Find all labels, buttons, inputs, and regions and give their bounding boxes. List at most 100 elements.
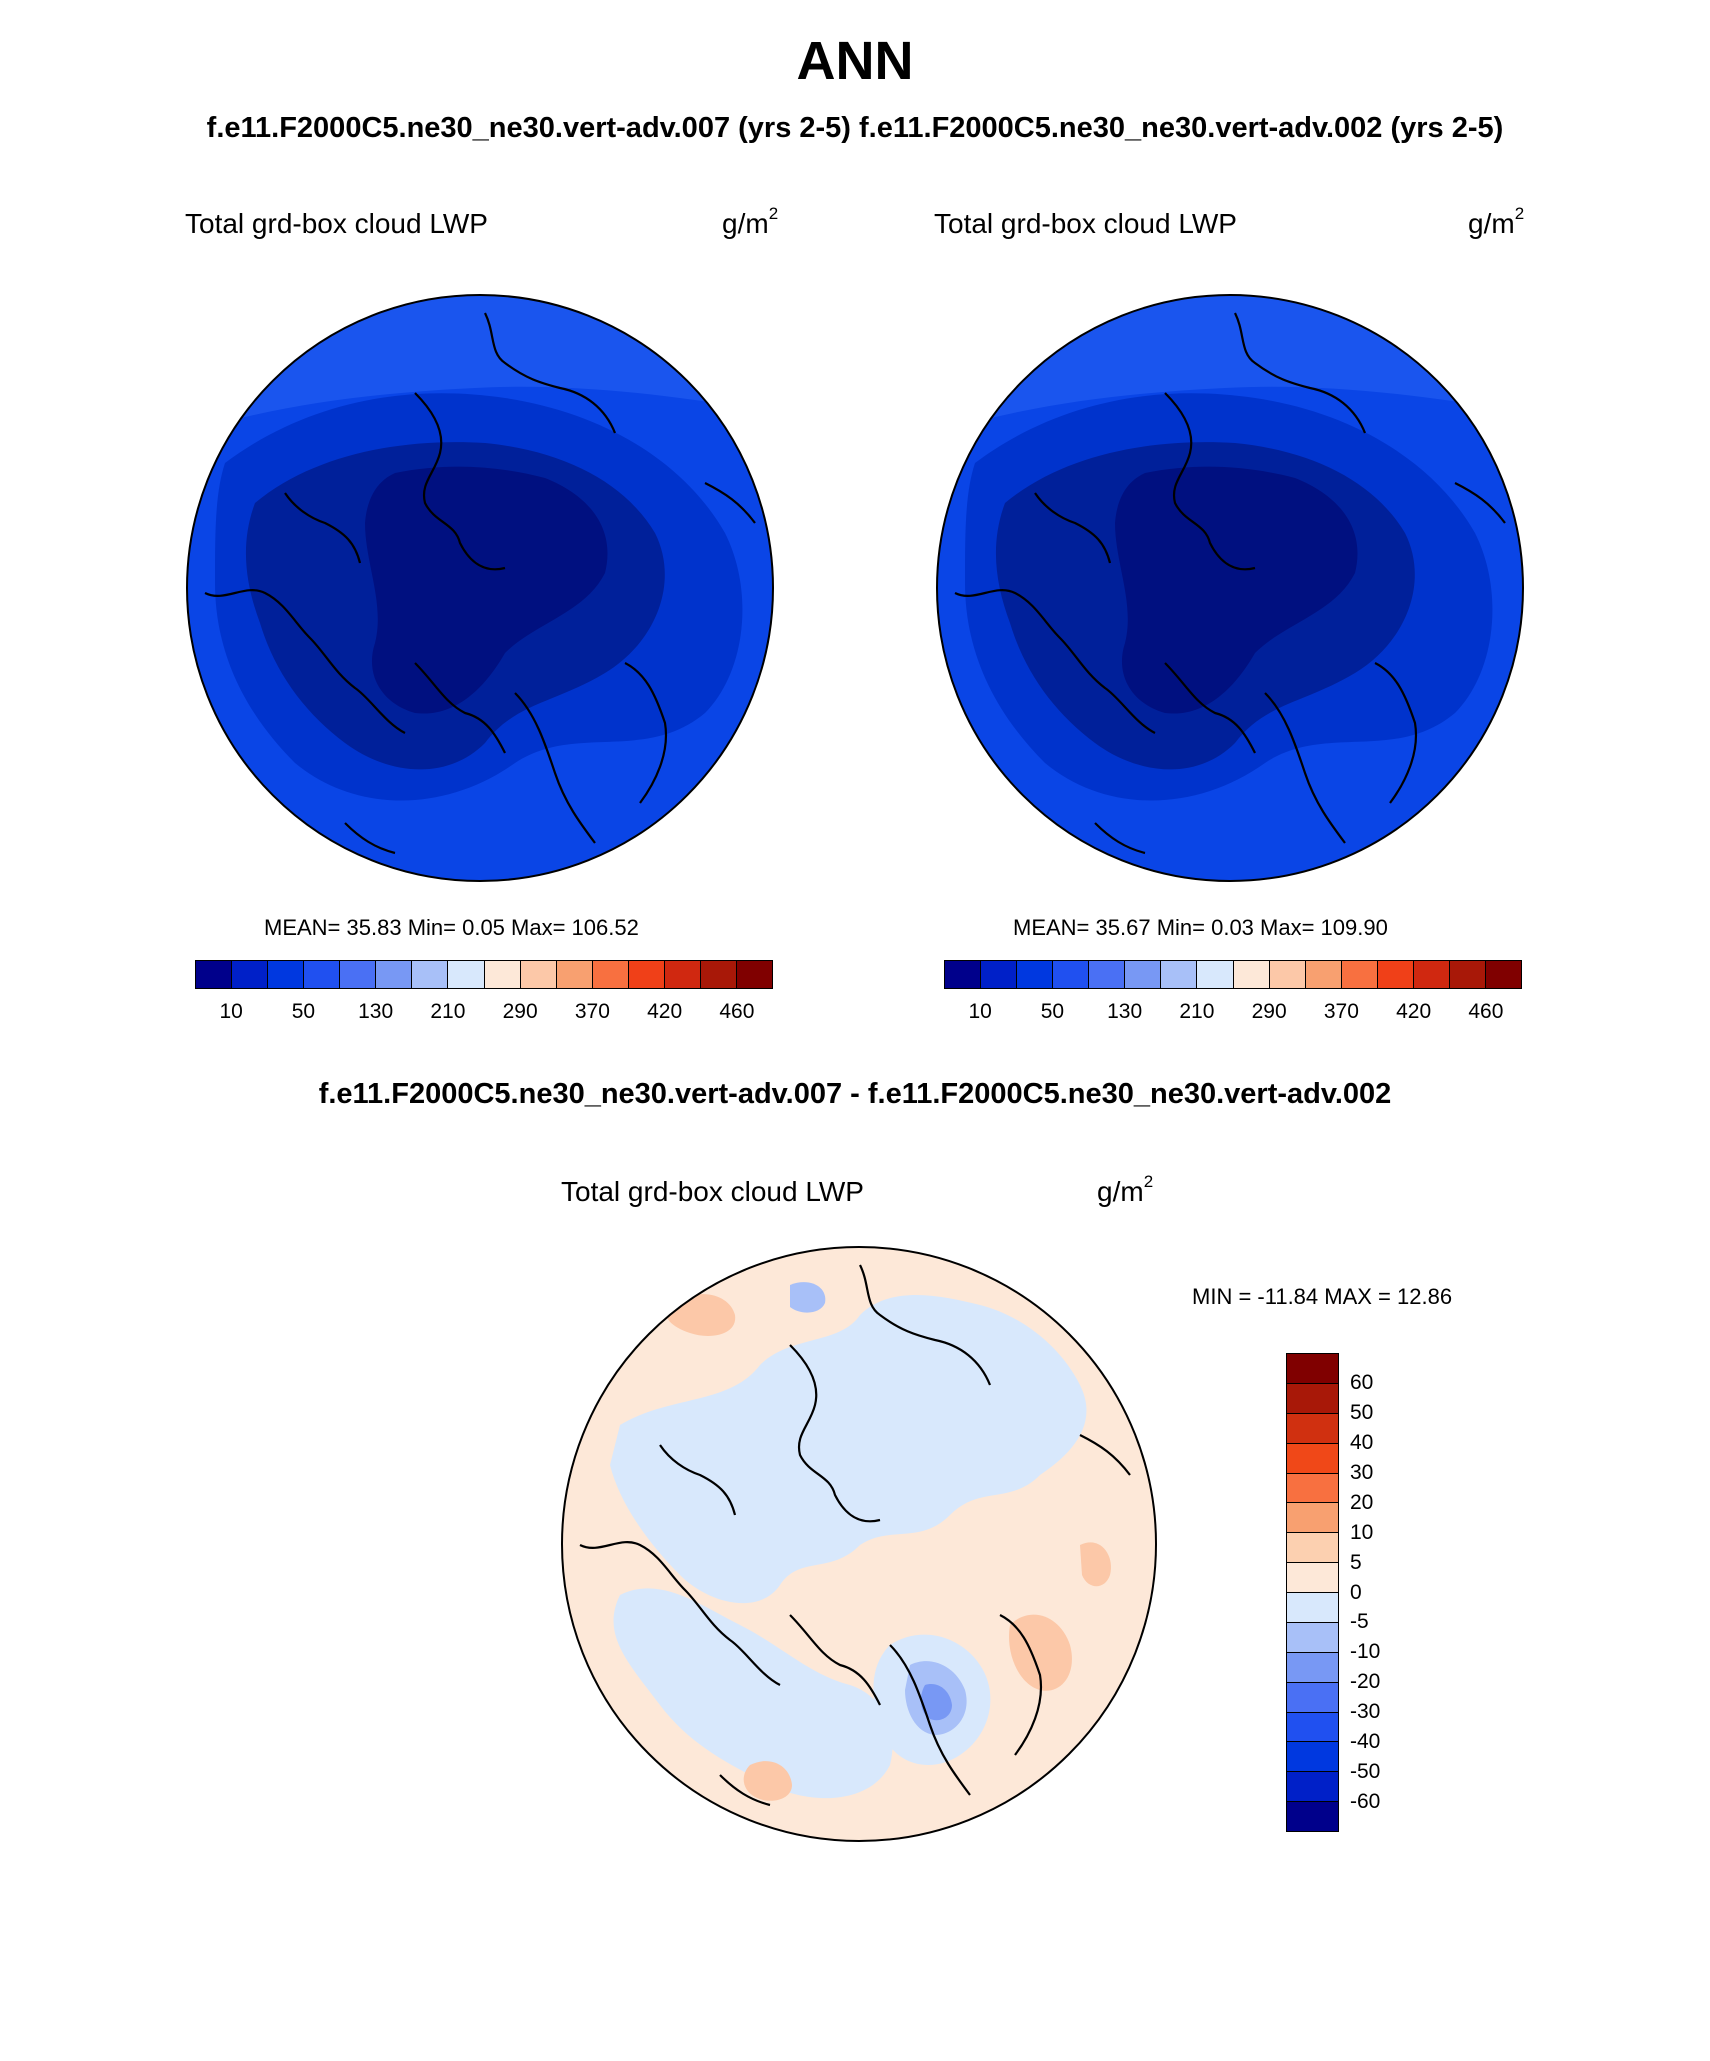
diff-colorbar-swatch xyxy=(1287,1563,1338,1593)
panel2-colorbar xyxy=(944,960,1522,989)
panel2-tick-label: 420 xyxy=(1396,1000,1432,1023)
diff-tick-label: 20 xyxy=(1350,1490,1374,1514)
diff-colorbar-ticks: 60 50 40 30 20 10 5 0 -5 -10 -20 -30 -40 -50 -60 xyxy=(1350,1353,1410,1832)
panel1-colorbar-swatch xyxy=(412,961,449,988)
panel1-colorbar-swatch xyxy=(736,961,772,988)
panel1-colorbar-swatch xyxy=(196,961,233,988)
panel2-tick-label: 370 xyxy=(1323,1000,1359,1023)
panel1-units: g/m2 xyxy=(722,204,779,239)
panel2-variable-label: Total grd-box cloud LWP xyxy=(934,208,1237,239)
diff-tick-label: -40 xyxy=(1350,1730,1381,1754)
difference-polar-map xyxy=(561,1246,1157,1842)
panel2-colorbar-swatch xyxy=(1053,961,1090,988)
panel2-stats: MEAN= 35.67 Min= 0.03 Max= 109.90 xyxy=(1013,915,1388,940)
panel2-tick-label: 460 xyxy=(1468,1000,1504,1023)
diff-stats: MIN = -11.84 MAX = 12.86 xyxy=(1192,1284,1453,1309)
panel2-tick-label: 10 xyxy=(968,1000,992,1023)
diff-colorbar-swatch xyxy=(1287,1712,1338,1743)
panel1-tick-label: 210 xyxy=(430,1000,466,1023)
diff-tick-label: -5 xyxy=(1350,1610,1369,1634)
panel1-tick-label: 50 xyxy=(291,1000,316,1023)
panel2-tick-label: 290 xyxy=(1251,1000,1287,1023)
panel1-tick-label: 420 xyxy=(647,1000,683,1023)
panel1-tick-label: 370 xyxy=(574,1000,610,1023)
panel1-colorbar-swatch xyxy=(484,961,521,988)
diff-tick-label: 5 xyxy=(1350,1550,1362,1574)
diff-tick-label: -10 xyxy=(1350,1640,1381,1664)
diff-colorbar-swatch xyxy=(1287,1383,1338,1414)
panel1-colorbar xyxy=(195,960,773,989)
panel1-colorbar-swatch xyxy=(268,961,305,988)
panel2-colorbar-ticks: 10 50 130 210 290 370 420 460 xyxy=(944,1000,1522,1030)
panel1-colorbar-swatch xyxy=(700,961,737,988)
panel2-colorbar-swatch xyxy=(1233,961,1270,988)
panel1-polar-map xyxy=(186,294,774,882)
panel2-tick-label: 130 xyxy=(1107,1000,1143,1023)
diff-colorbar-swatch xyxy=(1287,1593,1338,1623)
panel2-colorbar-swatch xyxy=(1089,961,1126,988)
panel2-colorbar-swatch xyxy=(981,961,1018,988)
diff-tick-label: 0 xyxy=(1350,1580,1362,1604)
diff-colorbar-swatch xyxy=(1287,1503,1338,1534)
diff-tick-label: 10 xyxy=(1350,1520,1374,1544)
panel2-colorbar-swatch xyxy=(1341,961,1378,988)
panel2-units: g/m2 xyxy=(1468,204,1525,239)
diff-colorbar-swatch xyxy=(1287,1533,1338,1564)
panel2-colorbar-swatch xyxy=(1485,961,1521,988)
panel2-colorbar-swatch xyxy=(1161,961,1198,988)
diff-colorbar-swatch xyxy=(1287,1772,1338,1803)
diff-colorbar-swatch xyxy=(1287,1742,1338,1773)
panel2-colorbar-swatch xyxy=(1017,961,1054,988)
diff-tick-label: -30 xyxy=(1350,1700,1381,1724)
diff-colorbar-swatch xyxy=(1287,1622,1338,1653)
panel2-colorbar-swatch xyxy=(945,961,982,988)
panel1-tick-label: 130 xyxy=(358,1000,394,1023)
difference-title: f.e11.F2000C5.ne30_ne30.vert-adv.007 - f… xyxy=(318,1078,1392,1110)
panel2-colorbar-swatch xyxy=(1449,961,1486,988)
panel1-tick-label: 290 xyxy=(502,1000,538,1023)
diff-colorbar xyxy=(1286,1353,1339,1832)
figure-title: ANN xyxy=(796,31,914,91)
diff-colorbar-swatch xyxy=(1287,1354,1338,1384)
diff-tick-label: -50 xyxy=(1350,1760,1381,1784)
panel1-colorbar-swatch xyxy=(232,961,269,988)
panel1-colorbar-swatch xyxy=(448,961,485,988)
diff-colorbar-swatch xyxy=(1287,1802,1338,1831)
panel1-colorbar-swatch xyxy=(592,961,629,988)
diff-tick-label: 40 xyxy=(1350,1430,1374,1454)
panel2-colorbar-swatch xyxy=(1269,961,1306,988)
diff-colorbar-swatch xyxy=(1287,1443,1338,1474)
diff-colorbar-swatch xyxy=(1287,1413,1338,1444)
panel1-colorbar-swatch xyxy=(628,961,665,988)
diff-colorbar-swatch xyxy=(1287,1473,1338,1504)
diff-tick-label: 30 xyxy=(1350,1460,1374,1484)
panel2-colorbar-swatch xyxy=(1197,961,1234,988)
diff-colorbar-swatch xyxy=(1287,1652,1338,1683)
panel1-tick-label: 10 xyxy=(219,1000,243,1023)
diff-tick-label: -60 xyxy=(1350,1790,1381,1814)
diff-tick-label: 60 xyxy=(1350,1370,1374,1394)
diff-colorbar-swatch xyxy=(1287,1682,1338,1713)
panel1-colorbar-swatch xyxy=(376,961,413,988)
panel1-colorbar-ticks: 10 50 130 210 290 370 420 460 xyxy=(195,1000,773,1030)
panel1-colorbar-swatch xyxy=(520,961,557,988)
panel1-colorbar-swatch xyxy=(304,961,341,988)
panel2-colorbar-swatch xyxy=(1125,961,1162,988)
panel2-polar-map xyxy=(936,294,1524,882)
case-names: f.e11.F2000C5.ne30_ne30.vert-adv.007 (yr… xyxy=(206,112,1504,144)
panel2-colorbar-swatch xyxy=(1305,961,1342,988)
panel1-colorbar-swatch xyxy=(664,961,701,988)
panel1-colorbar-swatch xyxy=(340,961,377,988)
panel2-tick-label: 50 xyxy=(1040,1000,1065,1023)
panel2-colorbar-swatch xyxy=(1377,961,1414,988)
panel1-colorbar-swatch xyxy=(556,961,593,988)
diff-tick-label: 50 xyxy=(1350,1400,1374,1424)
diff-variable-label: Total grd-box cloud LWP xyxy=(561,1176,864,1207)
diff-tick-label: -20 xyxy=(1350,1670,1381,1694)
panel1-variable-label: Total grd-box cloud LWP xyxy=(185,208,488,239)
panel1-tick-label: 460 xyxy=(719,1000,755,1023)
panel2-colorbar-swatch xyxy=(1413,961,1450,988)
panel1-stats: MEAN= 35.83 Min= 0.05 Max= 106.52 xyxy=(264,915,639,940)
panel2-tick-label: 210 xyxy=(1179,1000,1215,1023)
diff-units: g/m2 xyxy=(1097,1172,1154,1207)
